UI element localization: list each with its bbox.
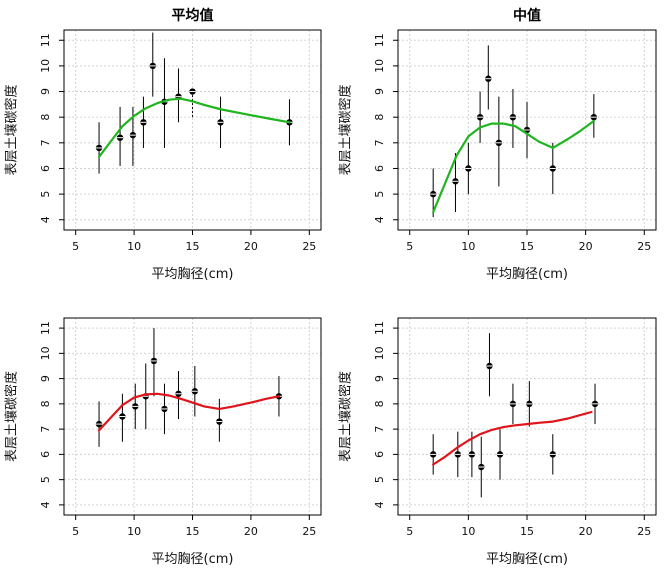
x-tick-label: 15 <box>186 240 200 253</box>
y-tick-label: 8 <box>39 114 52 121</box>
y-tick-label: 9 <box>39 88 52 95</box>
y-tick-label: 11 <box>373 321 386 335</box>
x-tick-label: 20 <box>244 240 258 253</box>
y-tick-label: 7 <box>39 139 52 146</box>
trend-line <box>99 99 290 157</box>
x-tick-label: 10 <box>127 525 141 538</box>
x-tick-label: 10 <box>461 240 475 253</box>
x-tick-label: 25 <box>302 525 316 538</box>
x-tick-label: 25 <box>302 240 316 253</box>
panel-title: 平均值 <box>172 7 214 24</box>
y-tick-label: 4 <box>39 216 52 223</box>
x-axis-title: 平均胸径(cm) <box>152 267 234 282</box>
y-tick-label: 7 <box>39 426 52 433</box>
y-tick-label: 6 <box>373 165 386 172</box>
y-tick-label: 8 <box>39 400 52 407</box>
trend-line <box>99 394 279 431</box>
y-tick-label: 4 <box>39 501 52 508</box>
y-tick-label: 5 <box>39 476 52 483</box>
y-tick-label: 10 <box>39 346 52 360</box>
x-axis-title: 平均胸径(cm) <box>486 552 568 567</box>
x-axis-title: 平均胸径(cm) <box>486 267 568 282</box>
y-tick-label: 7 <box>373 426 386 433</box>
x-tick-label: 20 <box>579 525 593 538</box>
y-axis-title: 表层土壤碳密度 <box>4 84 20 175</box>
x-tick-label: 20 <box>579 240 593 253</box>
x-tick-label: 5 <box>72 525 79 538</box>
y-tick-label: 11 <box>39 33 52 47</box>
x-tick-label: 5 <box>406 525 413 538</box>
x-tick-label: 20 <box>244 525 258 538</box>
y-tick-label: 4 <box>373 216 386 223</box>
y-tick-label: 11 <box>39 321 52 335</box>
y-axis-title: 表层土壤碳密度 <box>4 371 20 462</box>
y-tick-label: 10 <box>373 346 386 360</box>
y-tick-label: 5 <box>39 191 52 198</box>
y-tick-label: 8 <box>373 114 386 121</box>
x-tick-label: 5 <box>406 240 413 253</box>
y-axis-title: 表层土壤碳密度 <box>338 371 354 462</box>
y-tick-label: 6 <box>39 451 52 458</box>
y-tick-label: 10 <box>373 59 386 73</box>
y-tick-label: 9 <box>39 375 52 382</box>
x-tick-label: 15 <box>186 525 200 538</box>
y-tick-label: 6 <box>39 165 52 172</box>
y-tick-label: 8 <box>373 400 386 407</box>
panel-3: 5 10 15 20 25 4 5 6 7 8 9 10 11 平均胸径(cm) 表层土壤碳密度 <box>4 318 322 567</box>
x-tick-label: 10 <box>461 525 475 538</box>
panel-title: 中值 <box>513 7 541 24</box>
y-tick-label: 5 <box>373 476 386 483</box>
y-tick-label: 7 <box>373 139 386 146</box>
x-tick-label: 10 <box>127 240 141 253</box>
trend-line <box>433 121 594 212</box>
panel-1: 5 10 15 20 25 4 5 6 7 8 9 10 11 平均胸径(cm) 表层土壤碳密度 平均值 <box>4 7 322 282</box>
x-tick-label: 25 <box>637 525 651 538</box>
y-tick-label: 5 <box>373 191 386 198</box>
y-tick-label: 10 <box>39 59 52 73</box>
panel-4: 5 10 15 20 25 4 5 6 7 8 9 10 11 平均胸径(cm) 表层土壤碳密度 <box>338 318 657 567</box>
panel-2: 5 10 15 20 25 4 5 6 7 8 9 10 11 平均胸径(cm) 表层土壤碳密度 中值 <box>338 7 657 282</box>
y-tick-label: 11 <box>373 33 386 47</box>
x-tick-label: 25 <box>637 240 651 253</box>
x-tick-label: 15 <box>520 525 534 538</box>
y-axis-title: 表层土壤碳密度 <box>338 84 354 175</box>
y-tick-label: 9 <box>373 88 386 95</box>
y-tick-label: 9 <box>373 375 386 382</box>
y-tick-label: 4 <box>373 501 386 508</box>
x-tick-label: 5 <box>72 240 79 253</box>
x-axis-title: 平均胸径(cm) <box>152 552 234 567</box>
x-tick-label: 15 <box>520 240 534 253</box>
y-tick-label: 6 <box>373 451 386 458</box>
